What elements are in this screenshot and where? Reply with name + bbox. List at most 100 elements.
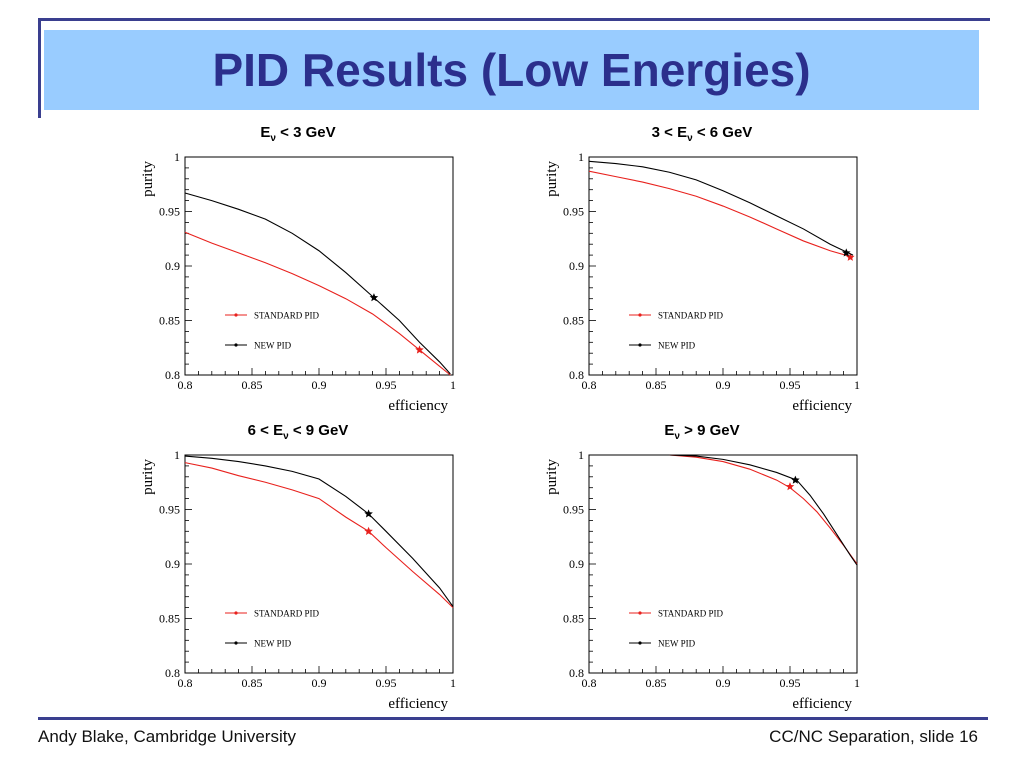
- x-tick-label: 0.95: [376, 378, 397, 392]
- y-axis-label: purity: [140, 459, 156, 495]
- y-tick-label: 1: [174, 448, 180, 462]
- x-tick-label: 0.9: [716, 378, 731, 392]
- y-tick-label: 0.85: [563, 314, 584, 328]
- x-tick-label: 0.85: [242, 676, 263, 690]
- plot-low-energy: Eν < 3 GeV 0.8 0.85 0.9 0.95 1 0.8 0.85 0.9 0.95 1…: [128, 124, 468, 419]
- y-tick-label: 1: [578, 150, 584, 164]
- y-tick-label: 0.9: [569, 557, 584, 571]
- legend-marker: [234, 611, 238, 615]
- legend-marker: [638, 611, 642, 615]
- x-tick-label: 0.95: [376, 676, 397, 690]
- footer-author: Andy Blake, Cambridge University: [38, 727, 296, 746]
- legend-marker: [234, 313, 238, 317]
- title-frame-left-rule: [38, 18, 41, 118]
- plot-frame: [184, 156, 454, 376]
- legend-marker: [234, 641, 238, 645]
- y-tick-label: 0.9: [569, 259, 584, 273]
- series-line-standard-pid: [184, 231, 451, 376]
- plot-svg: 0.8 0.85 0.9 0.95 10.80.850.90.951efficiency…: [544, 150, 860, 414]
- series-line-new-pid: [184, 455, 454, 607]
- plot-title: Eν > 9 GeV: [532, 422, 872, 442]
- x-tick-label: 0.85: [646, 676, 667, 690]
- series-marker-new-pid: [364, 509, 373, 518]
- y-tick-label: 0.95: [159, 205, 180, 219]
- legend-marker: [638, 313, 642, 317]
- x-tick-label: 0.8: [178, 378, 193, 392]
- plot-title-text: E: [664, 422, 675, 439]
- plot-title: 3 < Eν < 6 GeV: [532, 124, 872, 144]
- series-marker-standard-pid: [415, 345, 424, 354]
- legend-label: NEW PID: [658, 341, 696, 351]
- plot-3-6-gev: 3 < Eν < 6 GeV 0.8 0.85 0.9 0.95 1 0.8 0.85 0.9 0…: [532, 124, 872, 419]
- legend-marker: [234, 343, 238, 347]
- x-axis-label: efficiency: [792, 696, 852, 712]
- y-tick-label: 0.8: [569, 666, 584, 680]
- plot-frame: [184, 454, 454, 674]
- series-line-new-pid: [184, 192, 451, 375]
- series-line-standard-pid: [184, 462, 454, 608]
- plot-title-text: < 6 GeV: [692, 124, 753, 141]
- series-marker-standard-pid: [785, 482, 795, 491]
- y-tick-label: 0.95: [563, 205, 584, 219]
- x-axis-label: efficiency: [792, 398, 852, 414]
- plot-6-9-gev: 6 < Eν < 9 GeV 0.8 0.85 0.9 0.95 1 0.8 0.85 0.9 0…: [128, 422, 468, 717]
- y-tick-label: 0.85: [159, 314, 180, 328]
- x-tick-label: 0.85: [242, 378, 263, 392]
- y-tick-label: 0.95: [159, 503, 180, 517]
- series-marker-new-pid: [791, 475, 800, 484]
- y-tick-label: 1: [578, 448, 584, 462]
- x-tick-label: 0.85: [646, 378, 667, 392]
- y-axis-label: purity: [140, 161, 156, 197]
- legend-label: STANDARD PID: [254, 609, 320, 619]
- footer-slide-info: CC/NC Separation, slide 16: [769, 727, 978, 746]
- x-tick-label: 1: [854, 378, 860, 392]
- x-tick-label: 0.9: [312, 378, 327, 392]
- x-tick-label: 0.95: [780, 676, 801, 690]
- series-marker-new-pid: [842, 248, 851, 257]
- legend-label: STANDARD PID: [658, 311, 724, 321]
- legend-label: NEW PID: [254, 639, 292, 649]
- series-line-standard-pid: [588, 170, 854, 258]
- plot-svg: 0.8 0.85 0.9 0.95 10.80.850.90.951efficiency…: [140, 150, 456, 414]
- plot-title: 6 < Eν < 9 GeV: [128, 422, 468, 442]
- plot-title-text: 6 < E: [247, 422, 284, 439]
- x-tick-label: 0.95: [780, 378, 801, 392]
- legend-marker: [638, 343, 642, 347]
- slide-title: PID Results (Low Energies): [212, 44, 811, 96]
- y-tick-label: 0.85: [563, 612, 584, 626]
- x-tick-label: 0.9: [716, 676, 731, 690]
- y-tick-label: 0.8: [165, 666, 180, 680]
- footer-rule: [38, 717, 988, 720]
- plot-title-text: < 9 GeV: [288, 422, 349, 439]
- x-tick-label: 1: [854, 676, 860, 690]
- series-marker-standard-pid: [846, 252, 855, 261]
- title-frame-top-rule: [38, 18, 990, 21]
- plot-title-text: > 9 GeV: [679, 422, 740, 439]
- plot-title-subscript: ν: [283, 431, 289, 442]
- y-tick-label: 0.9: [165, 259, 180, 273]
- x-axis-label: efficiency: [388, 398, 448, 414]
- y-axis-label: purity: [544, 459, 560, 495]
- legend-label: STANDARD PID: [254, 311, 320, 321]
- title-band: [44, 30, 979, 110]
- legend-label: NEW PID: [254, 341, 292, 351]
- y-axis-label: purity: [544, 161, 560, 197]
- plot-high-energy: Eν > 9 GeV 0.8 0.85 0.9 0.95 1 0.8 0.85 0.9 0.95 1…: [532, 422, 872, 717]
- plot-svg: 0.8 0.85 0.9 0.95 10.80.850.90.951efficiency…: [544, 448, 860, 712]
- legend-label: STANDARD PID: [658, 609, 724, 619]
- y-tick-label: 0.95: [563, 503, 584, 517]
- plot-title-text: < 3 GeV: [275, 124, 336, 141]
- plot-title-text: 3 < E: [651, 124, 688, 141]
- y-tick-label: 0.8: [165, 368, 180, 382]
- y-tick-label: 1: [174, 150, 180, 164]
- x-tick-label: 0.8: [582, 378, 597, 392]
- x-tick-label: 0.8: [582, 676, 597, 690]
- y-tick-label: 0.9: [165, 557, 180, 571]
- x-tick-label: 0.8: [178, 676, 193, 690]
- plot-title: Eν < 3 GeV: [128, 124, 468, 144]
- series-marker-standard-pid: [364, 526, 373, 535]
- plot-frame: [588, 454, 858, 674]
- series-line-new-pid: [588, 160, 854, 256]
- plot-title-subscript: ν: [687, 133, 693, 144]
- x-tick-label: 1: [450, 676, 456, 690]
